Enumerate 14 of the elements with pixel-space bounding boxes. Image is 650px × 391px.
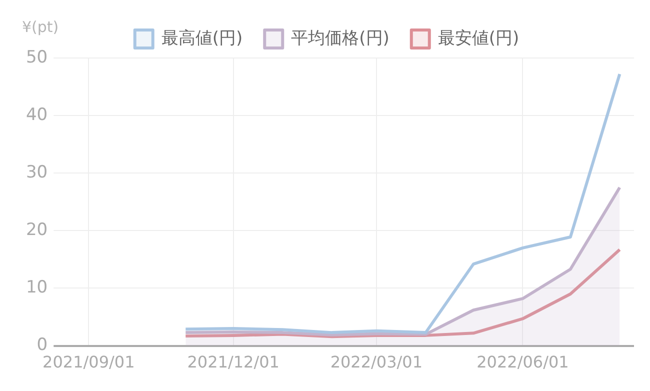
y-tick-label: 50	[26, 47, 48, 68]
y-tick-label: 30	[26, 162, 48, 183]
y-axis-title: ¥(pt)	[22, 18, 59, 36]
x-tick-label: 2022/06/01	[476, 352, 569, 372]
y-tick-label: 20	[26, 220, 48, 240]
x-tick-label: 2021/09/01	[42, 352, 135, 372]
x-tick-label: 2021/12/01	[187, 352, 280, 372]
legend-label: 平均価格(円)	[291, 28, 390, 48]
legend-label: 最高値(円)	[161, 28, 243, 48]
y-tick-label: 10	[26, 278, 48, 298]
x-tick-label: 2022/03/01	[330, 352, 423, 372]
y-tick-label: 0	[36, 335, 48, 356]
legend-label: 最安値(円)	[438, 28, 520, 48]
y-tick-label: 40	[26, 104, 48, 125]
